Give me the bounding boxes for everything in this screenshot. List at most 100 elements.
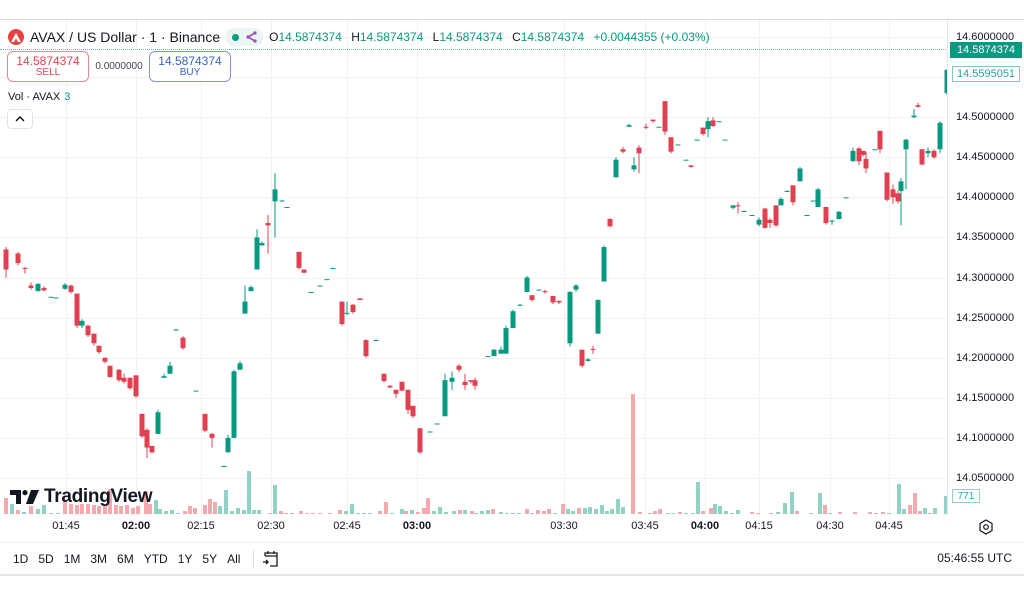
range-button-6m[interactable]: 6M bbox=[117, 552, 134, 566]
grid-line bbox=[0, 397, 947, 399]
settings-gear-icon bbox=[979, 519, 993, 535]
spread-value: 0.0000000 bbox=[95, 61, 143, 72]
high-label: H bbox=[351, 30, 360, 44]
time-tick: 03:30 bbox=[550, 520, 578, 532]
time-tick: 04:30 bbox=[816, 520, 844, 532]
chart-widget: AVAX / US Dollar · 1 · Binance O14.58743… bbox=[0, 19, 1024, 576]
chevron-up-icon bbox=[15, 116, 25, 122]
grid-line bbox=[0, 317, 947, 319]
range-button-all[interactable]: All bbox=[227, 552, 241, 566]
volume-legend[interactable]: Vol · AVAX 3 bbox=[8, 91, 70, 103]
price-tick: 14.1500000 bbox=[956, 391, 1015, 404]
change-value: +0.0044355 (+0.03%) bbox=[593, 30, 710, 44]
grid-line bbox=[66, 20, 67, 516]
grid-line bbox=[0, 437, 947, 439]
date-range-button[interactable] bbox=[262, 550, 280, 568]
close-value: 14.5874374 bbox=[520, 30, 585, 44]
chart-settings-button[interactable] bbox=[978, 519, 994, 535]
time-tick: 02:00 bbox=[121, 520, 151, 532]
calendar-goto-icon bbox=[263, 551, 279, 567]
range-buttons: 1D 5D 1M 3M 6M YTD 1Y 5Y All bbox=[0, 547, 245, 571]
watermark-text: TradingView bbox=[44, 486, 153, 507]
grid-line bbox=[0, 37, 947, 38]
sell-label: SELL bbox=[35, 66, 61, 78]
time-tick: 02:45 bbox=[333, 520, 361, 532]
high-value: 14.5874374 bbox=[359, 30, 424, 44]
time-tick: 04:00 bbox=[690, 520, 720, 532]
time-axis[interactable]: 01:45 02:00 02:15 02:30 02:45 03:00 03:30 03:45… bbox=[0, 516, 948, 536]
status-pill[interactable] bbox=[226, 28, 264, 46]
time-tick: 02:30 bbox=[257, 520, 285, 532]
low-label: L bbox=[432, 30, 440, 44]
volume-value: 3 bbox=[64, 91, 71, 103]
buy-button[interactable]: 14.5874374 BUY bbox=[149, 51, 231, 82]
time-tick: 04:45 bbox=[875, 520, 903, 532]
grid-line bbox=[0, 117, 947, 119]
range-button-5y[interactable]: 5Y bbox=[202, 552, 218, 566]
mark-price-label: 14.5595051 bbox=[952, 66, 1020, 82]
range-button-1m[interactable]: 1M bbox=[63, 552, 81, 566]
time-tick: 04:15 bbox=[745, 520, 773, 532]
sell-price: 14.5874374 bbox=[16, 53, 80, 68]
grid-line bbox=[889, 20, 890, 516]
open-label: O bbox=[269, 30, 279, 44]
grid-line bbox=[0, 357, 947, 359]
last-price-line bbox=[0, 49, 947, 50]
range-button-5d[interactable]: 5D bbox=[38, 552, 54, 566]
range-button-ytd[interactable]: YTD bbox=[143, 552, 168, 566]
price-tick: 14.3000000 bbox=[956, 271, 1015, 284]
grid-line bbox=[830, 20, 831, 516]
grid-line bbox=[136, 20, 137, 516]
grid-line bbox=[645, 20, 646, 516]
grid-line bbox=[0, 477, 947, 479]
grid-line bbox=[0, 237, 947, 239]
buy-price: 14.5874374 bbox=[158, 53, 222, 68]
collapse-legend-button[interactable] bbox=[7, 109, 33, 129]
trade-buttons: 14.5874374 SELL 0.0000000 14.5874374 BUY bbox=[7, 51, 231, 82]
price-tick: 14.5000000 bbox=[956, 111, 1015, 124]
grid-line bbox=[417, 20, 418, 516]
utc-clock[interactable]: 05:46:55 UTC bbox=[937, 551, 1012, 565]
volume-label: Vol · AVAX bbox=[8, 91, 61, 103]
candlestick-plot[interactable] bbox=[0, 20, 948, 516]
price-tick: 14.2000000 bbox=[956, 351, 1015, 364]
share-nodes-icon[interactable] bbox=[245, 31, 257, 43]
time-tick: 03:00 bbox=[402, 520, 432, 532]
price-tick: 14.3500000 bbox=[956, 231, 1015, 244]
range-button-1d[interactable]: 1D bbox=[13, 552, 29, 566]
last-price-label: 14.5874374 bbox=[950, 42, 1022, 58]
ohlc-values: O14.5874374 H14.5874374 L14.5874374 C14.… bbox=[269, 30, 709, 44]
close-label: C bbox=[512, 30, 521, 44]
grid-line bbox=[0, 197, 947, 199]
grid-line bbox=[564, 20, 565, 516]
sell-button[interactable]: 14.5874374 SELL bbox=[7, 51, 89, 82]
grid-line bbox=[201, 20, 202, 516]
market-status-dot-icon bbox=[232, 33, 240, 41]
open-value: 14.5874374 bbox=[278, 30, 342, 44]
grid-line bbox=[705, 20, 706, 516]
time-tick: 03:45 bbox=[631, 520, 659, 532]
price-tick: 14.4500000 bbox=[956, 151, 1015, 164]
price-tick: 14.0500000 bbox=[956, 471, 1015, 484]
grid-line bbox=[271, 20, 272, 516]
time-tick: 02:15 bbox=[187, 520, 215, 532]
grid-line bbox=[347, 20, 348, 516]
buy-label: BUY bbox=[179, 66, 201, 78]
tradingview-watermark: TradingView bbox=[10, 486, 153, 508]
tradingview-logo-icon bbox=[10, 490, 39, 504]
time-tick: 01:45 bbox=[52, 520, 80, 532]
grid-line bbox=[0, 157, 947, 159]
price-tick: 14.6000000 bbox=[956, 31, 1015, 43]
price-tick: 14.4000000 bbox=[956, 191, 1015, 204]
symbol-legend: AVAX / US Dollar · 1 · Binance O14.58743… bbox=[8, 28, 710, 46]
volume-tag: 771 bbox=[952, 489, 980, 503]
grid-line bbox=[0, 277, 947, 279]
range-button-3m[interactable]: 3M bbox=[90, 552, 108, 566]
chart-pane[interactable]: AVAX / US Dollar · 1 · Binance O14.58743… bbox=[0, 20, 948, 516]
price-axis[interactable]: 14.0500000 14.1000000 14.1500000 14.2000000… bbox=[948, 20, 1024, 516]
range-button-1y[interactable]: 1Y bbox=[177, 552, 193, 566]
bottom-toolbar: 1D 5D 1M 3M 6M YTD 1Y 5Y All 05:46:55 UTC bbox=[0, 542, 1024, 575]
price-tick: 14.2500000 bbox=[956, 311, 1015, 324]
grid-line bbox=[759, 20, 760, 516]
symbol-title[interactable]: AVAX / US Dollar · 1 · Binance bbox=[30, 29, 221, 45]
